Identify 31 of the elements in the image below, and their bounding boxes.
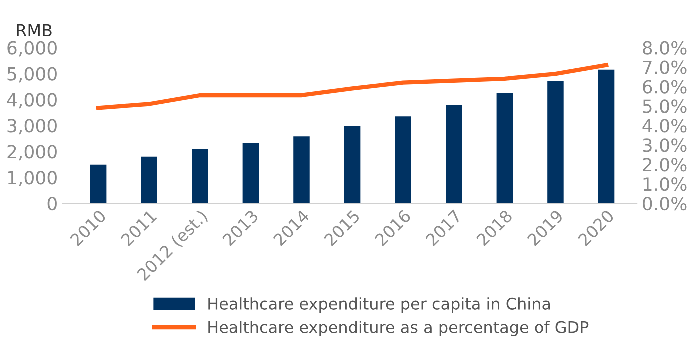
y2-tick-label: 5.0% [643, 100, 687, 114]
y2-tick-label: 8.0% [643, 41, 687, 55]
y2-tick-label: 4.0% [642, 119, 687, 133]
bar [496, 93, 514, 204]
y-tick-label: 6,000 [8, 41, 57, 57]
y2-tick-label: 6.0% [643, 80, 687, 94]
bar [344, 126, 361, 204]
bar [395, 116, 412, 204]
y2-tick-label: 7.0% [643, 60, 687, 74]
legend-label: Healthcare expenditure as a percentage of GDP [208, 321, 589, 336]
bar [192, 150, 208, 204]
bar [141, 156, 158, 204]
y-tick-label: 3,000 [8, 119, 57, 135]
bar [446, 105, 462, 204]
bar [548, 82, 564, 204]
y-axis-title: RMB [17, 24, 52, 37]
y2-tick-label: 0.0% [643, 197, 687, 211]
y-tick-label: 5,000 [8, 67, 57, 83]
bar [90, 164, 107, 204]
line-series [96, 63, 609, 110]
y2-tick-label: 1.0% [644, 178, 687, 192]
y2-tick-label: 3.0% [643, 138, 687, 152]
bar [242, 143, 260, 204]
y-tick-label: 4,000 [7, 93, 57, 109]
bar [598, 70, 615, 204]
bar [294, 136, 310, 204]
legend-label: Healthcare expenditure per capita in China [208, 298, 550, 314]
y-tick-label: 2,000 [8, 145, 57, 161]
y-tick-label: 1,000 [8, 171, 57, 187]
y-tick-label: 0 [48, 197, 57, 211]
y2-tick-label: 2.0% [643, 158, 687, 172]
